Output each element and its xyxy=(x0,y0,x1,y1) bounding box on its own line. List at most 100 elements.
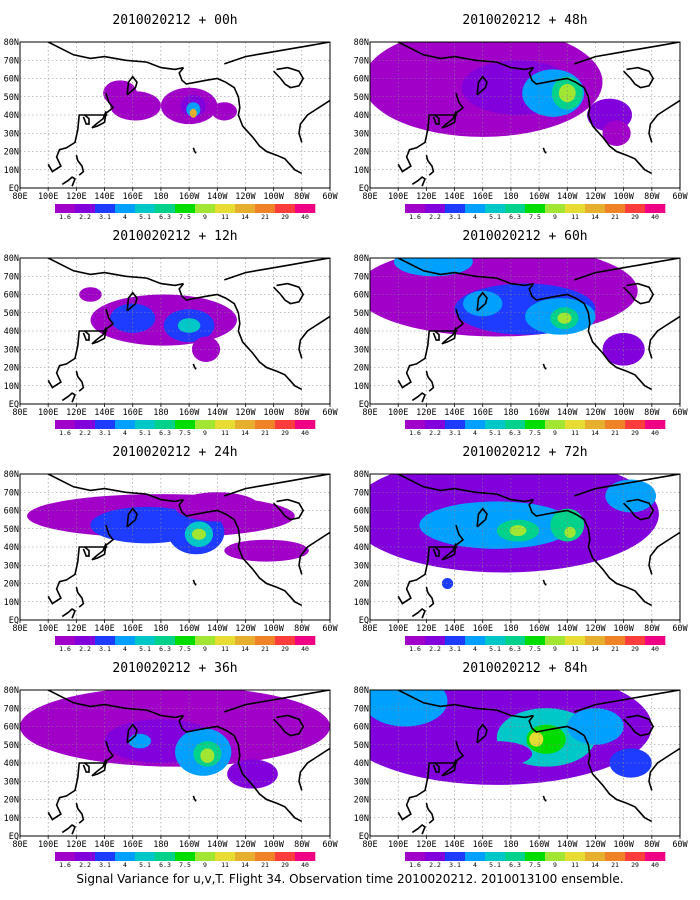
y-tick-label: 70N xyxy=(4,56,19,66)
x-tick-label: 100W xyxy=(613,840,634,850)
colorbar-swatch xyxy=(115,852,136,861)
colorbar-swatch xyxy=(195,636,216,645)
y-tick-label: 20N xyxy=(354,580,369,590)
colorbar-tick-label: 9 xyxy=(203,429,207,437)
x-tick-label: 140E xyxy=(444,192,464,202)
x-tick-label: 160E xyxy=(122,408,142,418)
x-tick-label: 180 xyxy=(153,624,168,634)
y-tick-label: 80N xyxy=(4,38,19,48)
colorbar-tick-label: 29 xyxy=(281,645,289,653)
colorbar: 1.6 2.2 3.1 4 5.1 6.3 7.5 9 11 14 21 29 40 xyxy=(405,204,666,221)
y-tick-label: 50N xyxy=(354,741,369,751)
x-tick-label: 80E xyxy=(12,840,27,850)
colorbar-tick-label: 40 xyxy=(651,645,659,653)
colorbar-tick-label: 11 xyxy=(221,645,229,653)
y-tick-label: 60N xyxy=(4,291,19,301)
colorbar-swatch xyxy=(295,636,316,645)
y-tick-label: 20N xyxy=(354,148,369,158)
colorbar-swatch xyxy=(625,204,646,213)
y-tick-label: 60N xyxy=(4,723,19,733)
colorbar-tick-label: 6.3 xyxy=(509,213,521,221)
x-tick-label: 160W xyxy=(179,408,200,418)
colorbar-tick-label: 29 xyxy=(631,645,639,653)
y-tick-label: 10N xyxy=(4,598,19,608)
colorbar-tick-label: 6.3 xyxy=(509,429,521,437)
colorbar-swatch xyxy=(645,204,666,213)
x-tick-label: 140W xyxy=(207,624,228,634)
colorbar-swatch xyxy=(135,636,156,645)
colorbar-tick-label: 21 xyxy=(611,213,619,221)
y-tick-label: 70N xyxy=(4,488,19,498)
colorbar-swatch xyxy=(485,636,506,645)
y-tick-label: 10N xyxy=(4,166,19,176)
colorbar-tick-label: 3.1 xyxy=(99,429,111,437)
x-tick-label: 120W xyxy=(585,840,606,850)
y-tick-label: 50N xyxy=(4,525,19,535)
colorbar-swatch xyxy=(95,204,116,213)
colorbar-tick-label: 5.1 xyxy=(139,213,151,221)
grid-lines xyxy=(370,42,680,188)
colorbar-tick-label: 29 xyxy=(631,429,639,437)
x-tick-label: 80E xyxy=(362,840,377,850)
colorbar-swatch xyxy=(505,420,526,429)
y-tick-label: 30N xyxy=(4,561,19,571)
colorbar-tick-label: 1.6 xyxy=(59,213,71,221)
y-tick-label: 70N xyxy=(4,272,19,282)
colorbar-swatch xyxy=(275,204,296,213)
y-tick-label: 80N xyxy=(4,254,19,264)
x-tick-label: 140E xyxy=(94,408,114,418)
coastlines xyxy=(47,42,330,187)
colorbar-swatch xyxy=(425,420,446,429)
colorbar-swatch xyxy=(235,636,256,645)
x-tick-label: 180 xyxy=(153,840,168,850)
colorbar-tick-label: 21 xyxy=(611,429,619,437)
colorbar-tick-label: 4 xyxy=(473,429,477,437)
colorbar-swatch xyxy=(565,852,586,861)
colorbar-tick-label: 21 xyxy=(261,861,269,869)
colorbar-swatch xyxy=(195,420,216,429)
colorbar-swatch xyxy=(405,204,426,213)
colorbar-tick-label: 4 xyxy=(123,645,127,653)
colorbar-tick-label: 21 xyxy=(261,213,269,221)
colorbar-tick-label: 3.1 xyxy=(99,861,111,869)
colorbar-tick-label: 21 xyxy=(611,861,619,869)
colorbar-swatch xyxy=(545,420,566,429)
x-tick-label: 160W xyxy=(529,840,550,850)
y-tick-label: 30N xyxy=(4,777,19,787)
colorbar-swatch xyxy=(235,852,256,861)
colorbar-swatch xyxy=(55,204,76,213)
colorbar-swatch xyxy=(155,420,176,429)
x-tick-label: 140W xyxy=(557,624,578,634)
x-tick-label: 80W xyxy=(644,840,660,850)
map-panel-7: 2010020212 + 84h 80E 100E 120E 140E 160E 180 16… xyxy=(354,661,689,869)
x-tick-label: 100W xyxy=(263,192,284,202)
colorbar-swatch xyxy=(525,420,546,429)
variance-contour xyxy=(191,528,206,540)
colorbar-swatch xyxy=(255,204,276,213)
colorbar-swatch xyxy=(75,636,96,645)
x-tick-label: 140E xyxy=(444,624,464,634)
x-tick-label: 80E xyxy=(362,624,377,634)
y-tick-label: 40N xyxy=(4,111,19,121)
colorbar-swatch xyxy=(135,420,156,429)
y-tick-label: EQ xyxy=(359,400,369,410)
panel-title: 2010020212 + 12h xyxy=(112,229,237,244)
colorbar-swatch xyxy=(545,852,566,861)
colorbar-swatch xyxy=(605,204,626,213)
colorbar-tick-label: 11 xyxy=(221,429,229,437)
y-tick-label: 80N xyxy=(4,470,19,480)
colorbar-tick-label: 14 xyxy=(591,213,599,221)
y-tick-label: 30N xyxy=(354,561,369,571)
x-tick-label: 140W xyxy=(207,840,228,850)
x-tick-label: 120E xyxy=(416,192,436,202)
x-tick-label: 80W xyxy=(644,624,660,634)
shaded-field xyxy=(20,258,330,404)
colorbar-tick-label: 9 xyxy=(203,861,207,869)
colorbar-tick-label: 29 xyxy=(281,861,289,869)
colorbar-swatch xyxy=(405,852,426,861)
colorbar-swatch xyxy=(155,636,176,645)
x-tick-label: 100E xyxy=(388,192,408,202)
figure-caption: Signal Variance for u,v,T. Flight 34. Ob… xyxy=(76,872,624,886)
colorbar-swatch xyxy=(55,852,76,861)
y-tick-label: 70N xyxy=(354,272,369,282)
